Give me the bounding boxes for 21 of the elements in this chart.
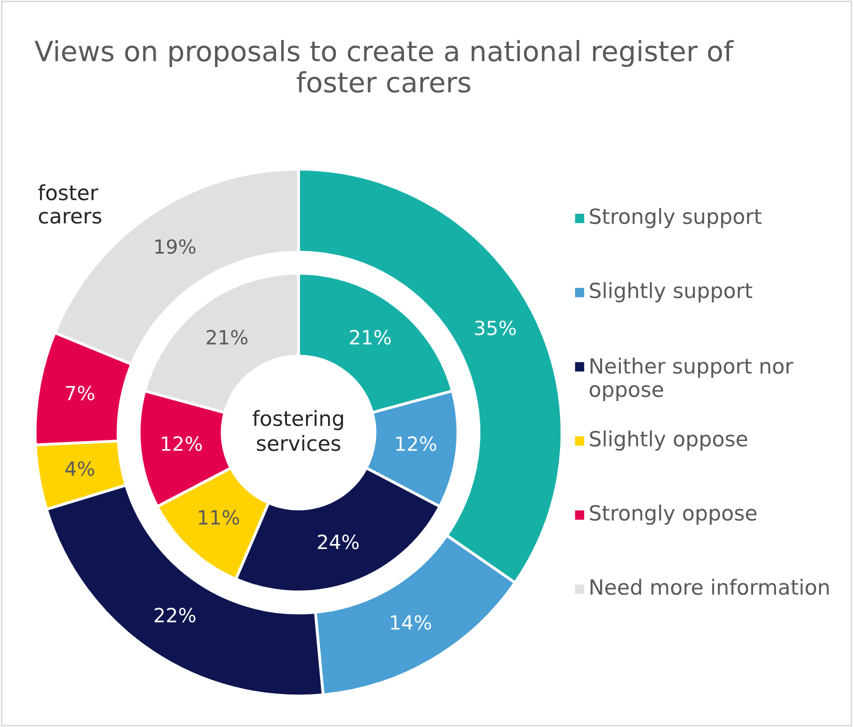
data-label: 12%: [396, 436, 436, 452]
chart-title: Views on proposals to create a national register of foster carers: [34, 40, 734, 93]
data-label: 21%: [350, 330, 391, 345]
legend-label: Neither support nor oppose: [590, 358, 794, 402]
data-label: 11%: [199, 510, 240, 525]
slice-label: foster carers: [38, 184, 102, 224]
slice-label: fostering services: [252, 410, 344, 452]
legend-label: Need more information: [590, 578, 829, 595]
legend-label: Strongly support: [590, 208, 762, 228]
data-label: 19%: [155, 239, 196, 254]
data-label: 4%: [65, 461, 94, 476]
legend-label: Slightly support: [590, 282, 752, 302]
data-label: 24%: [318, 534, 359, 550]
legend-label: Slightly oppose: [590, 430, 748, 451]
data-label: 12%: [162, 436, 202, 452]
legend-label: Strongly oppose: [590, 504, 756, 525]
data-label: 35%: [475, 320, 516, 336]
data-label: 21%: [206, 330, 248, 345]
data-label: 7%: [66, 386, 94, 400]
data-label: 22%: [154, 608, 196, 622]
data-label: 14%: [391, 615, 432, 630]
